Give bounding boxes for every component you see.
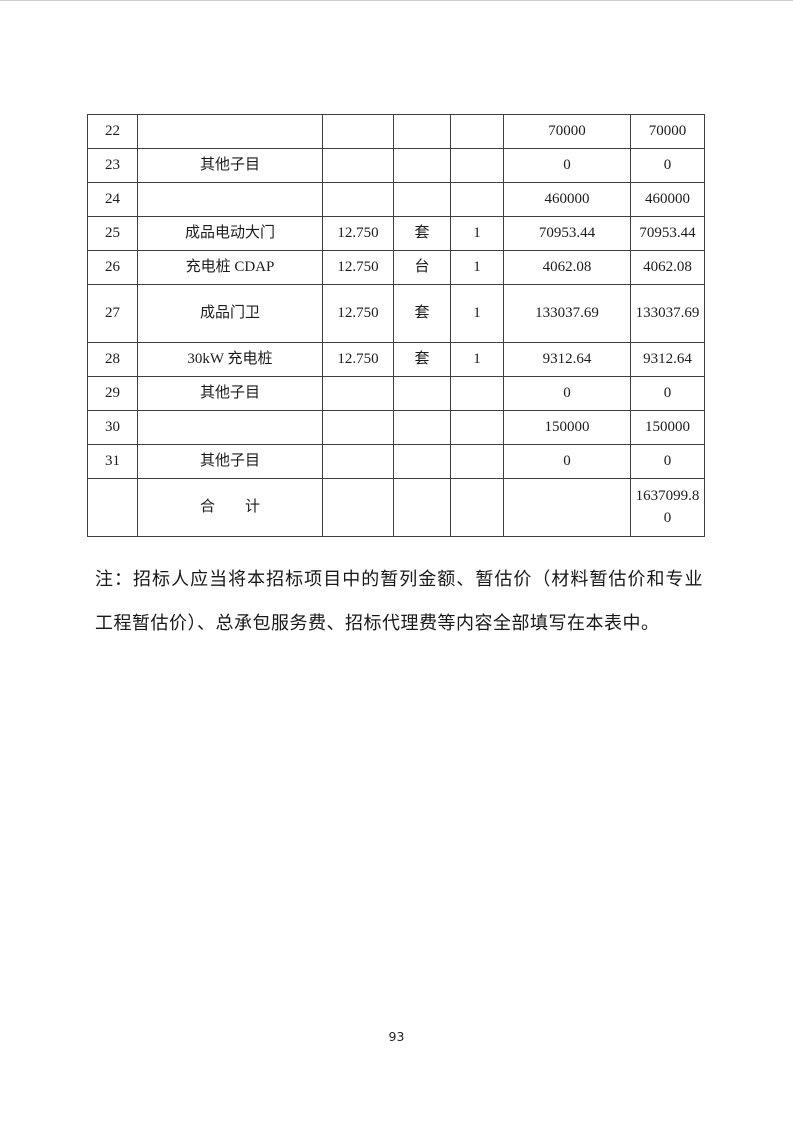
cell-rate [322, 478, 394, 537]
cell-total-amount: 1637099.80 [630, 478, 705, 537]
cell-rate [322, 148, 394, 183]
cell-unit-price: 70953.44 [503, 216, 631, 251]
cell-item-name [137, 182, 323, 217]
cell-item-name: 其他子目 [137, 376, 323, 411]
table-row-total: 合 计 1637099.80 [87, 478, 705, 537]
cell-quantity [450, 182, 504, 217]
cell-unit-price: 0 [503, 376, 631, 411]
cell-item-name: 成品电动大门 [137, 216, 323, 251]
cell-quantity: 1 [450, 216, 504, 251]
cell-unit: 台 [393, 250, 451, 285]
cell-item-name: 成品门卫 [137, 284, 323, 343]
cost-summary-table: 22 70000 70000 23 其他子目 0 0 24 [87, 114, 705, 537]
cell-rate [322, 114, 394, 149]
cell-unit [393, 376, 451, 411]
cell-quantity: 1 [450, 250, 504, 285]
table-row: 31 其他子目 0 0 [87, 444, 705, 479]
cell-seq: 22 [87, 114, 138, 149]
cell-unit [393, 182, 451, 217]
cell-seq: 26 [87, 250, 138, 285]
cell-amount: 0 [630, 148, 705, 183]
cell-unit [393, 114, 451, 149]
cell-rate [322, 182, 394, 217]
cell-seq: 24 [87, 182, 138, 217]
cell-seq [87, 478, 138, 537]
cell-unit-price: 133037.69 [503, 284, 631, 343]
note-text: 注：招标人应当将本招标项目中的暂列金额、暂估价（材料暂估价和专业工程暂估价）、总… [95, 569, 703, 633]
cell-unit-price: 150000 [503, 410, 631, 445]
cell-item-name: 充电桩 CDAP [137, 250, 323, 285]
cell-rate: 12.750 [322, 342, 394, 377]
cell-item-name: 其他子目 [137, 444, 323, 479]
page-number: 93 [388, 1029, 405, 1044]
cell-unit-price: 0 [503, 444, 631, 479]
table-row: 23 其他子目 0 0 [87, 148, 705, 183]
cell-amount: 150000 [630, 410, 705, 445]
table-row: 27 成品门卫 12.750 套 1 133037.69 133037.69 [87, 284, 705, 343]
cell-seq: 31 [87, 444, 138, 479]
cell-item-name: 30kW 充电桩 [137, 342, 323, 377]
cell-rate: 12.750 [322, 216, 394, 251]
cell-rate [322, 376, 394, 411]
cell-item-name: 其他子目 [137, 148, 323, 183]
cell-quantity: 1 [450, 342, 504, 377]
cell-quantity [450, 478, 504, 537]
cell-unit [393, 444, 451, 479]
cell-seq: 25 [87, 216, 138, 251]
cell-quantity [450, 444, 504, 479]
cell-unit-price: 4062.08 [503, 250, 631, 285]
table-row: 22 70000 70000 [87, 114, 705, 149]
cell-rate: 12.750 [322, 250, 394, 285]
cell-quantity [450, 114, 504, 149]
cell-unit [393, 148, 451, 183]
cell-quantity [450, 410, 504, 445]
cell-quantity: 1 [450, 284, 504, 343]
cell-item-name [137, 410, 323, 445]
cell-amount: 133037.69 [630, 284, 705, 343]
cell-item-name [137, 114, 323, 149]
cell-amount: 9312.64 [630, 342, 705, 377]
cell-amount: 0 [630, 444, 705, 479]
cell-unit-price: 9312.64 [503, 342, 631, 377]
cell-seq: 29 [87, 376, 138, 411]
cell-unit: 套 [393, 216, 451, 251]
cell-amount: 4062.08 [630, 250, 705, 285]
cell-quantity [450, 148, 504, 183]
table-row: 30 150000 150000 [87, 410, 705, 445]
cell-rate [322, 444, 394, 479]
cell-amount: 460000 [630, 182, 705, 217]
cell-unit-price: 70000 [503, 114, 631, 149]
cell-unit: 套 [393, 342, 451, 377]
cell-rate: 12.750 [322, 284, 394, 343]
cell-unit-price: 460000 [503, 182, 631, 217]
table-row: 25 成品电动大门 12.750 套 1 70953.44 70953.44 [87, 216, 705, 251]
cell-seq: 23 [87, 148, 138, 183]
cell-quantity [450, 376, 504, 411]
table-row: 29 其他子目 0 0 [87, 376, 705, 411]
cell-amount: 70000 [630, 114, 705, 149]
cell-rate [322, 410, 394, 445]
table-row: 24 460000 460000 [87, 182, 705, 217]
cell-amount: 70953.44 [630, 216, 705, 251]
cell-unit-price: 0 [503, 148, 631, 183]
cell-amount: 0 [630, 376, 705, 411]
cell-seq: 30 [87, 410, 138, 445]
table-row: 28 30kW 充电桩 12.750 套 1 9312.64 9312.64 [87, 342, 705, 377]
table-row: 26 充电桩 CDAP 12.750 台 1 4062.08 4062.08 [87, 250, 705, 285]
cell-seq: 27 [87, 284, 138, 343]
cell-unit [393, 410, 451, 445]
cell-unit: 套 [393, 284, 451, 343]
cell-total-label: 合 计 [137, 478, 323, 537]
cell-unit-price [503, 478, 631, 537]
cell-seq: 28 [87, 342, 138, 377]
cell-unit [393, 478, 451, 537]
